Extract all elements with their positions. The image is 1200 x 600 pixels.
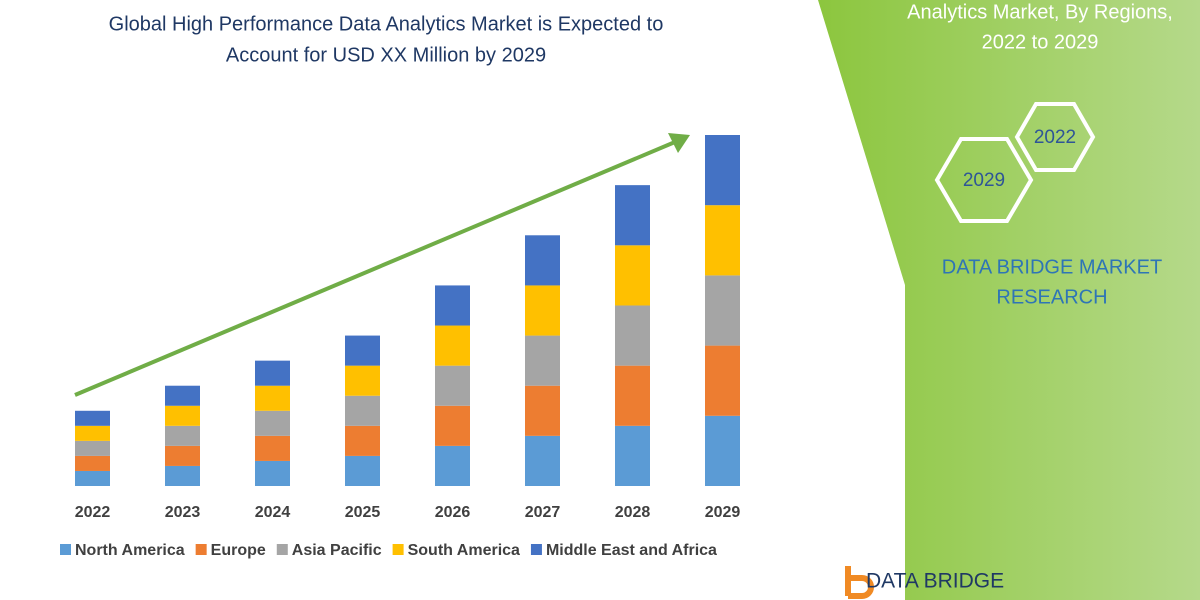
logo-icon: [845, 566, 874, 599]
legend-label: South America: [408, 542, 520, 559]
hexagon-label: 2029: [963, 170, 1005, 191]
bar-segment: [345, 395, 380, 426]
bar-segment: [255, 410, 290, 436]
bar-segment: [705, 135, 740, 206]
bar-segment: [345, 425, 380, 456]
bar-segment: [165, 465, 200, 486]
bar-segment: [705, 415, 740, 486]
legend-label: Asia Pacific: [292, 542, 382, 559]
bar-segment: [525, 235, 560, 286]
bar-segment: [435, 285, 470, 326]
bar-segment: [615, 245, 650, 306]
bar-segment: [75, 425, 110, 441]
bar-segment: [75, 410, 110, 426]
side-panel: [818, 0, 1200, 600]
bar-segment: [525, 335, 560, 386]
bar-segment: [165, 385, 200, 406]
bar-segment: [75, 440, 110, 456]
legend-swatch: [60, 544, 71, 555]
legend-label: North America: [75, 542, 185, 559]
x-tick-label: 2029: [705, 504, 741, 521]
bar-segment: [615, 305, 650, 366]
brand: DATA BRIDGE MARKET: [942, 256, 1162, 278]
trend-arrow: [74, 140, 676, 397]
x-tick-label: 2025: [345, 504, 381, 521]
bar-segment: [255, 460, 290, 486]
side-title: 2022 to 2029: [982, 31, 1099, 53]
bar-segment: [255, 435, 290, 461]
legend-swatch: [195, 544, 207, 555]
chart-title: Global High Performance Data Analytics M…: [109, 13, 664, 35]
legend-label: Middle East and Africa: [546, 542, 717, 559]
x-tick-label: 2022: [75, 504, 111, 521]
legend-swatch: [276, 544, 288, 555]
brand: RESEARCH: [996, 286, 1107, 308]
bar-segment: [165, 405, 200, 426]
bar-segment: [615, 185, 650, 246]
bar-segment: [525, 285, 560, 336]
bar-segment: [165, 425, 200, 446]
hexagon: [934, 137, 1034, 223]
legend-swatch: [530, 544, 542, 555]
x-tick-label: 2026: [435, 504, 471, 521]
x-tick-label: 2028: [615, 504, 651, 521]
logo-text: DATA BRIDGE: [866, 570, 1004, 593]
x-tick-label: 2027: [525, 504, 561, 521]
trend-arrowhead: [668, 133, 690, 153]
bar-segment: [435, 325, 470, 366]
bar-segment: [435, 445, 470, 486]
side-title: Analytics Market, By Regions,: [907, 1, 1173, 23]
bar-segment: [75, 455, 110, 471]
bar-segment: [345, 455, 380, 486]
bar-segment: [345, 335, 380, 366]
bar-segment: [255, 385, 290, 411]
hexagon: [1014, 102, 1096, 172]
legend-swatch: [392, 544, 404, 555]
bar-segment: [165, 445, 200, 466]
bar-segment: [345, 365, 380, 396]
hexagon-label: 2022: [1034, 127, 1076, 148]
bar-segment: [615, 425, 650, 486]
bar-segment: [525, 385, 560, 436]
bar-segment: [525, 435, 560, 486]
x-tick-label: 2023: [165, 504, 201, 521]
bar-segment: [615, 365, 650, 426]
bar-segment: [435, 365, 470, 406]
bar-segment: [705, 205, 740, 276]
x-tick-label: 2024: [255, 504, 291, 521]
legend-label: Europe: [211, 542, 266, 559]
bar-segment: [705, 345, 740, 416]
bar-segment: [75, 470, 110, 486]
bar-segment: [255, 360, 290, 386]
bar-segment: [705, 275, 740, 346]
chart-title: Account for USD XX Million by 2029: [226, 44, 546, 66]
bar-segment: [435, 405, 470, 446]
